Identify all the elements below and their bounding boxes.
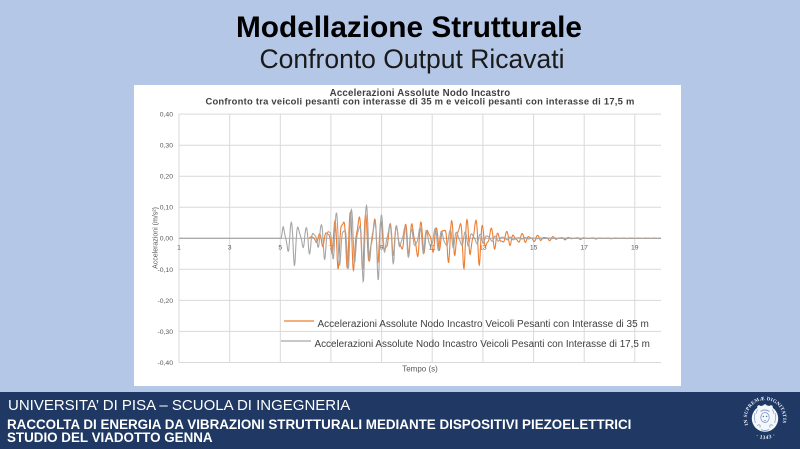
svg-text:9: 9	[380, 245, 384, 252]
svg-text:17: 17	[580, 245, 588, 252]
svg-text:Accelerazioni Assolute Nodo In: Accelerazioni Assolute Nodo Incastro Vei…	[318, 319, 649, 330]
svg-text:15: 15	[530, 245, 538, 252]
svg-text:0,40: 0,40	[160, 112, 173, 119]
svg-text:Confronto tra veicoli pesanti: Confronto tra veicoli pesanti con intera…	[205, 96, 634, 107]
svg-text:-0,10: -0,10	[158, 267, 174, 274]
svg-text:5: 5	[278, 245, 282, 252]
svg-text:0,30: 0,30	[160, 143, 173, 150]
svg-text:1: 1	[177, 245, 181, 252]
svg-text:0,10: 0,10	[160, 205, 173, 212]
svg-text:-0,20: -0,20	[158, 298, 174, 305]
svg-text:Accelerazioni (m/s²): Accelerazioni (m/s²)	[153, 207, 160, 269]
svg-text:Accelerazioni Assolute Nodo In: Accelerazioni Assolute Nodo Incastro	[330, 88, 511, 99]
svg-text:0,20: 0,20	[160, 174, 173, 181]
svg-text:0,00: 0,00	[160, 236, 173, 243]
svg-text:Tempo (s): Tempo (s)	[402, 365, 438, 374]
svg-text:Accelerazioni Assolute Nodo In: Accelerazioni Assolute Nodo Incastro Vei…	[315, 339, 650, 350]
svg-text:3: 3	[228, 245, 232, 252]
svg-text:· 1343 ·: · 1343 ·	[754, 432, 776, 440]
svg-text:19: 19	[631, 245, 639, 252]
svg-text:13: 13	[479, 245, 487, 252]
svg-text:-0,30: -0,30	[158, 329, 174, 336]
svg-text:-0,40: -0,40	[158, 360, 174, 367]
